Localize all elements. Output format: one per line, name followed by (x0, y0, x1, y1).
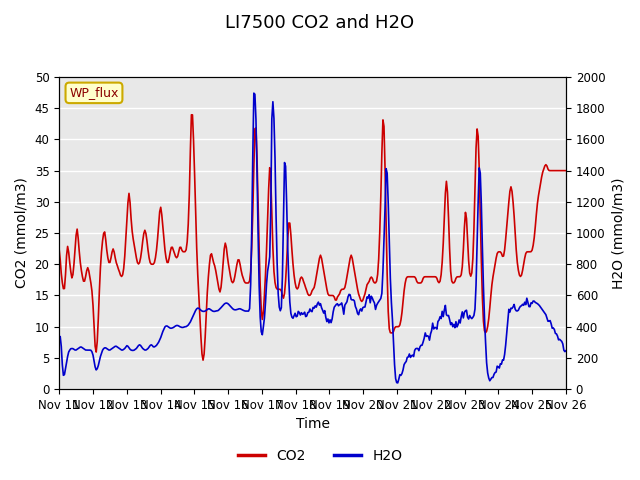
Text: LI7500 CO2 and H2O: LI7500 CO2 and H2O (225, 14, 415, 33)
Y-axis label: CO2 (mmol/m3): CO2 (mmol/m3) (15, 178, 29, 288)
X-axis label: Time: Time (296, 418, 330, 432)
Legend: CO2, H2O: CO2, H2O (232, 443, 408, 468)
Y-axis label: H2O (mmol/m3): H2O (mmol/m3) (611, 177, 625, 289)
Text: WP_flux: WP_flux (69, 86, 118, 99)
